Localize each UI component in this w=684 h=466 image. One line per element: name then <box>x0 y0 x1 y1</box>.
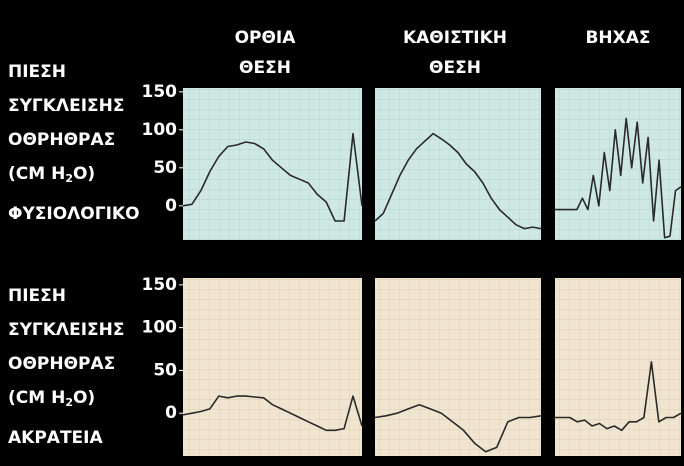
y-tick-label: 100 <box>142 120 178 140</box>
column-header: ΚΑΘΙΣΤΙΚΗ <box>403 28 507 48</box>
y-tick-label: 50 <box>153 158 177 178</box>
y-tick-label: 0 <box>165 403 177 423</box>
panel <box>375 278 541 456</box>
unit-text: (CM H <box>8 388 65 408</box>
figure: ΟΡΘΙΑ ΘΕΣΗ ΚΑΘΙΣΤΙΚΗ ΘΕΣΗ ΒΗΧΑΣ ΠΙΕΣΗ ΣΥΓΚΛΕΙΣ… <box>0 0 684 466</box>
unit-subscript: 2 <box>65 396 73 409</box>
row-unit: (CM H2O) <box>8 388 95 409</box>
y-tick-label: 150 <box>142 82 178 102</box>
panel <box>183 88 362 240</box>
row-label: ΠΙΕΣΗ <box>8 62 66 82</box>
column-header: ΘΕΣΗ <box>239 58 291 78</box>
row-condition: ΦΥΣΙΟΛΟΓΙΚΟ <box>8 204 140 224</box>
column-header: ΒΗΧΑΣ <box>585 28 650 48</box>
row-unit: (CM H2O) <box>8 164 95 185</box>
unit-text: O) <box>73 164 95 184</box>
y-tick-label: 100 <box>142 318 178 338</box>
y-tick-label: 50 <box>153 360 177 380</box>
row-label: ΣΥΓΚΛΕΙΣΗΣ <box>8 320 124 340</box>
row-label: ΣΥΓΚΛΕΙΣΗΣ <box>8 96 124 116</box>
row-label: ΠΙΕΣΗ <box>8 286 66 306</box>
row-condition: ΑΚΡΑΤΕΙΑ <box>8 428 103 448</box>
unit-text: O) <box>73 388 95 408</box>
column-header: ΘΕΣΗ <box>429 58 481 78</box>
panel <box>183 278 362 456</box>
column-header: ΟΡΘΙΑ <box>235 28 297 48</box>
row-label: ΟΘΡΗΘΡΑΣ <box>8 354 115 374</box>
panel <box>555 278 681 456</box>
y-tick-label: 150 <box>142 275 178 295</box>
unit-subscript: 2 <box>65 172 73 185</box>
panel <box>375 88 541 240</box>
unit-text: (CM H <box>8 164 65 184</box>
panel <box>555 88 681 240</box>
y-tick-label: 0 <box>165 196 177 216</box>
row-label: ΟΘΡΗΘΡΑΣ <box>8 130 115 150</box>
